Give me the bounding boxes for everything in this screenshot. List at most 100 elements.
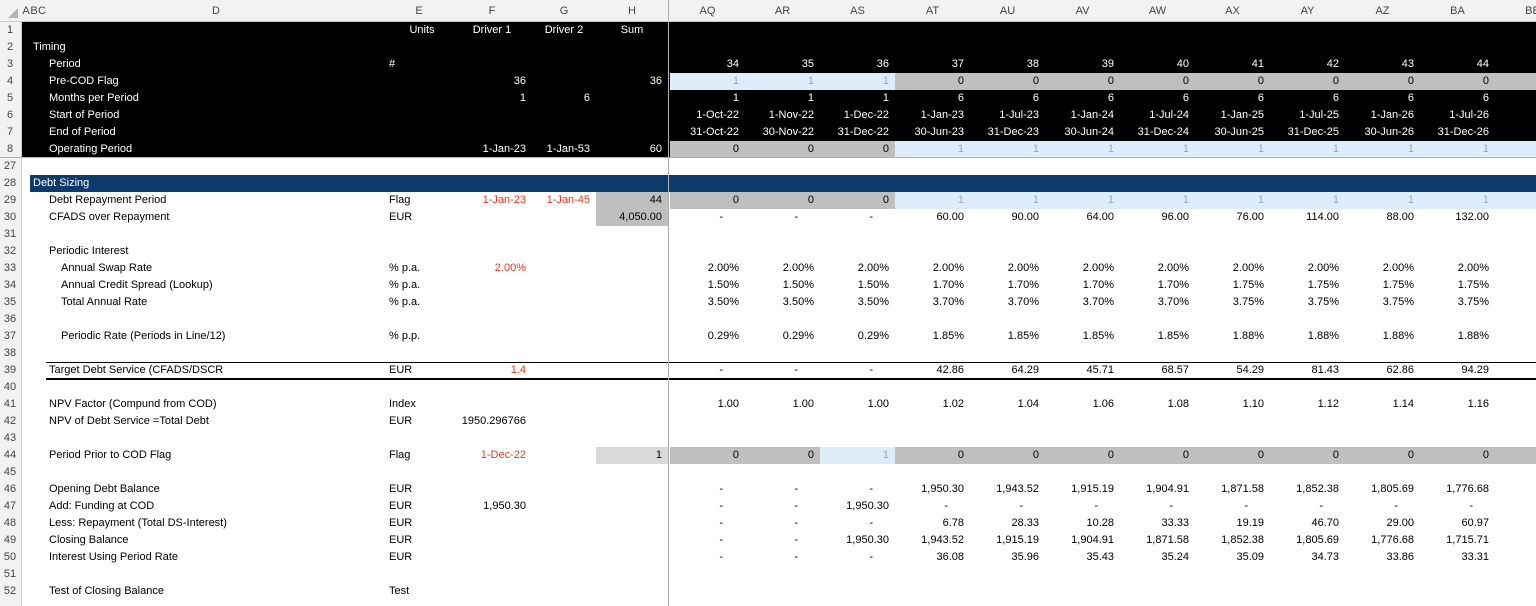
cell: 2.00% — [1307, 262, 1339, 274]
cell: 1 — [1482, 143, 1489, 155]
cell: 1 — [519, 92, 526, 104]
cell: 0 — [1107, 449, 1114, 461]
row-number: 30 — [3, 211, 17, 223]
cell: Driver 1 — [472, 24, 512, 36]
row-number: 46 — [3, 483, 17, 495]
cell: 40 — [1176, 58, 1189, 70]
cell-fill — [1195, 192, 1270, 209]
cell: 64.00 — [1086, 211, 1114, 223]
cell: 76.00 — [1236, 211, 1264, 223]
cell-fill — [820, 73, 895, 90]
cell: - — [719, 364, 723, 376]
cell: EUR — [389, 551, 413, 563]
cell: 1.85% — [932, 330, 964, 342]
column-header: BA — [1450, 5, 1465, 17]
cell: 0 — [1332, 449, 1339, 461]
cell: Period Prior to COD Flag — [49, 449, 172, 461]
cell: - — [869, 551, 873, 563]
cell: - — [1019, 500, 1023, 512]
cell: 1.75% — [1232, 279, 1264, 291]
cell: EUR — [389, 517, 413, 529]
cell: 1,852.38 — [1296, 483, 1339, 495]
cell: 0 — [1257, 75, 1264, 87]
cell: % p.a. — [389, 279, 421, 291]
cell: 0 — [1182, 75, 1189, 87]
row-number: 31 — [3, 228, 17, 240]
cell: 1 — [807, 92, 814, 104]
cell: - — [719, 551, 723, 563]
cell: 88.00 — [1386, 211, 1414, 223]
cell: 1-Jul-26 — [1449, 109, 1489, 121]
cell: 35.96 — [1011, 551, 1039, 563]
cell-fill — [1345, 73, 1420, 90]
cell: 0 — [807, 194, 814, 206]
cell: 0 — [1032, 449, 1039, 461]
cell: 33.31 — [1461, 551, 1489, 563]
cell: Sum — [620, 24, 644, 36]
row-number: 48 — [3, 517, 17, 529]
column-header-bar — [0, 0, 1536, 22]
row-number: 28 — [3, 177, 17, 189]
cell: 3.75% — [1382, 296, 1414, 308]
cell: 1-Jan-53 — [546, 143, 590, 155]
cell: 2.00% — [1082, 262, 1114, 274]
cell: 1,904.91 — [1071, 534, 1114, 546]
cell: Timing — [33, 41, 66, 53]
row-number: 36 — [3, 313, 17, 325]
cell-fill — [1420, 73, 1495, 90]
column-header: AZ — [1375, 5, 1390, 17]
cell: 60 — [649, 143, 662, 155]
section-band — [30, 175, 1536, 192]
dark-band — [22, 39, 1536, 56]
cell: 31-Oct-22 — [690, 126, 739, 138]
cell: 34 — [726, 58, 739, 70]
cell: 1,950.30 — [846, 534, 889, 546]
cell: 1-Dec-22 — [843, 109, 889, 121]
cell: 1.70% — [1007, 279, 1039, 291]
cell: 1.50% — [782, 279, 814, 291]
column-header: B — [30, 5, 38, 17]
column-header: AR — [774, 5, 791, 17]
cell: 2.00% — [932, 262, 964, 274]
cell: 31-Dec-25 — [1287, 126, 1339, 138]
cell: 1,805.69 — [1296, 534, 1339, 546]
cell-fill — [1420, 447, 1495, 464]
row-number: 50 — [3, 551, 17, 563]
cell: Test of Closing Balance — [49, 585, 164, 597]
column-header: AW — [1148, 5, 1167, 17]
cell: Pre-COD Flag — [49, 75, 119, 87]
cell: - — [719, 517, 723, 529]
cell: 0 — [1182, 449, 1189, 461]
cell: 0.29% — [857, 330, 889, 342]
cell: 1-Jan-23 — [482, 194, 526, 206]
cell: 1,871.58 — [1221, 483, 1264, 495]
cell: 1-Jan-25 — [1220, 109, 1264, 121]
cell: Test — [389, 585, 410, 597]
cell: 3.70% — [1157, 296, 1189, 308]
cell: Debt Repayment Period — [49, 194, 167, 206]
cell: EUR — [389, 415, 413, 427]
cell: 1,904.91 — [1146, 483, 1189, 495]
cell: 1.04 — [1017, 398, 1039, 410]
cell: 0.29% — [707, 330, 739, 342]
cell-fill — [820, 447, 895, 464]
row-number: 27 — [3, 160, 17, 172]
cell: 36 — [649, 75, 662, 87]
select-all[interactable] — [8, 8, 18, 18]
row-number: 8 — [6, 143, 14, 155]
row-number: 6 — [6, 109, 14, 121]
dark-band — [22, 107, 1536, 124]
cell: Add: Funding at COD — [49, 500, 155, 512]
row-number: 44 — [3, 449, 17, 461]
cell-fill — [1195, 73, 1270, 90]
cell: EUR — [389, 500, 413, 512]
cell: 1 — [1257, 194, 1264, 206]
cell-fill — [1420, 141, 1495, 158]
cell-fill — [745, 447, 820, 464]
cell: 1-Jul-25 — [1299, 109, 1339, 121]
row-number: 47 — [3, 500, 17, 512]
cell: 2.00% — [1007, 262, 1039, 274]
cell: 1 — [1107, 194, 1114, 206]
cell-fill — [596, 447, 668, 464]
